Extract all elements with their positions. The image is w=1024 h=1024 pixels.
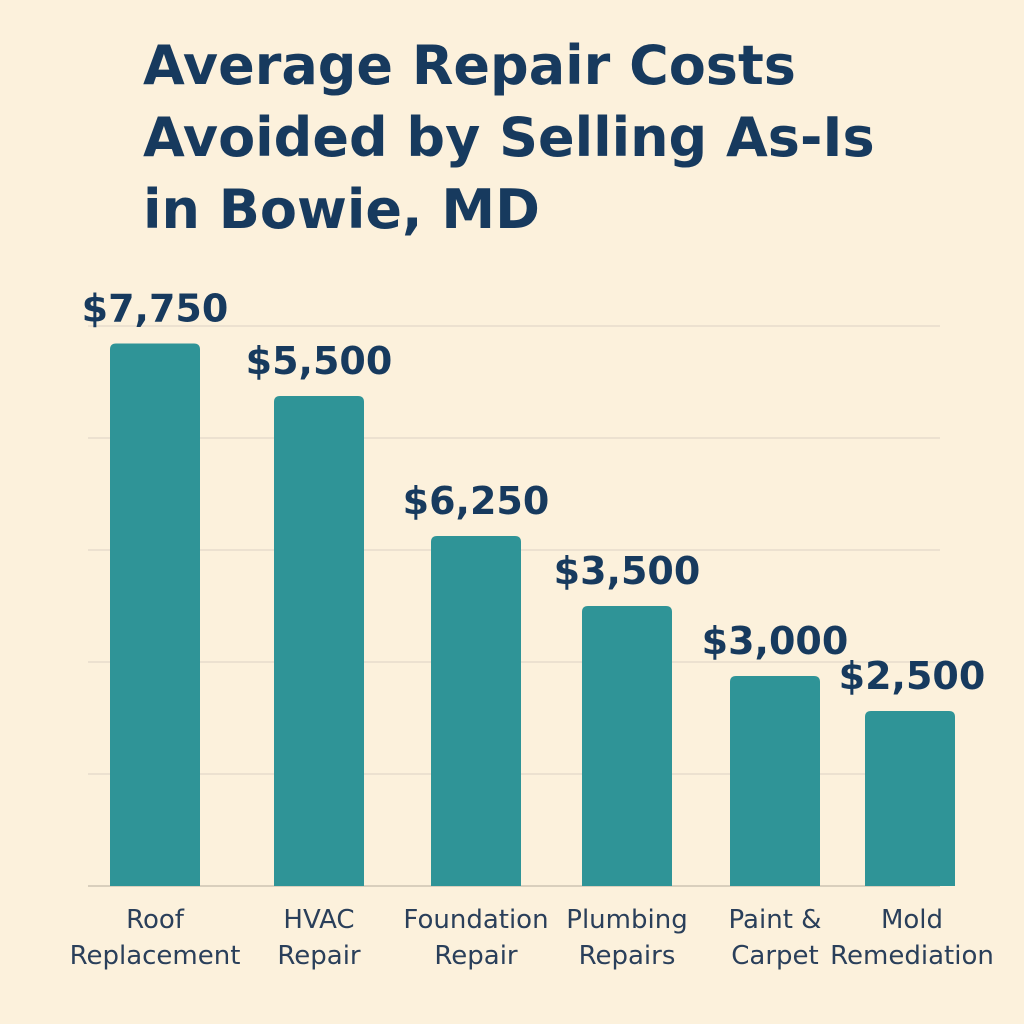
value-label: $2,500: [839, 654, 986, 698]
value-labels: $7,750 $5,500 $6,250$3,500$3,000$2,500: [82, 287, 986, 699]
bar: [865, 711, 955, 886]
value-label: $7,750: [82, 287, 229, 331]
value-label: $6,250: [403, 479, 550, 523]
bar: [110, 343, 200, 886]
category-label: Paint &: [729, 905, 822, 935]
bar: [431, 536, 521, 886]
category-label: Plumbing: [566, 905, 687, 935]
category-label: Repair: [434, 941, 518, 971]
chart-title-line-1: Average Repair Costs: [143, 34, 796, 97]
category-label: Carpet: [731, 941, 818, 971]
category-label: Repairs: [579, 941, 676, 971]
category-label: Replacement: [70, 941, 241, 971]
category-label: Foundation: [403, 905, 548, 935]
category-label: HVAC: [283, 905, 354, 935]
bar: [274, 396, 364, 886]
category-label: Mold: [881, 905, 943, 935]
bar: [730, 676, 820, 886]
chart-title: Average Repair Costs Avoided by Selling …: [143, 30, 1003, 246]
chart-title-line-2: Avoided by Selling As-Is: [143, 106, 875, 169]
category-labels: Roof Replacement HVAC Repair Foundation Repai…: [70, 905, 994, 971]
value-label: $3,500: [554, 549, 701, 593]
category-label: Repair: [277, 941, 361, 971]
value-label: $3,000: [702, 619, 849, 663]
bar: [582, 606, 672, 886]
category-label: Remediation: [830, 941, 994, 971]
category-label: Roof: [126, 905, 185, 935]
bars: [110, 343, 955, 886]
value-label: $5,500: [246, 339, 393, 383]
chart-title-line-3: in Bowie, MD: [143, 178, 540, 241]
